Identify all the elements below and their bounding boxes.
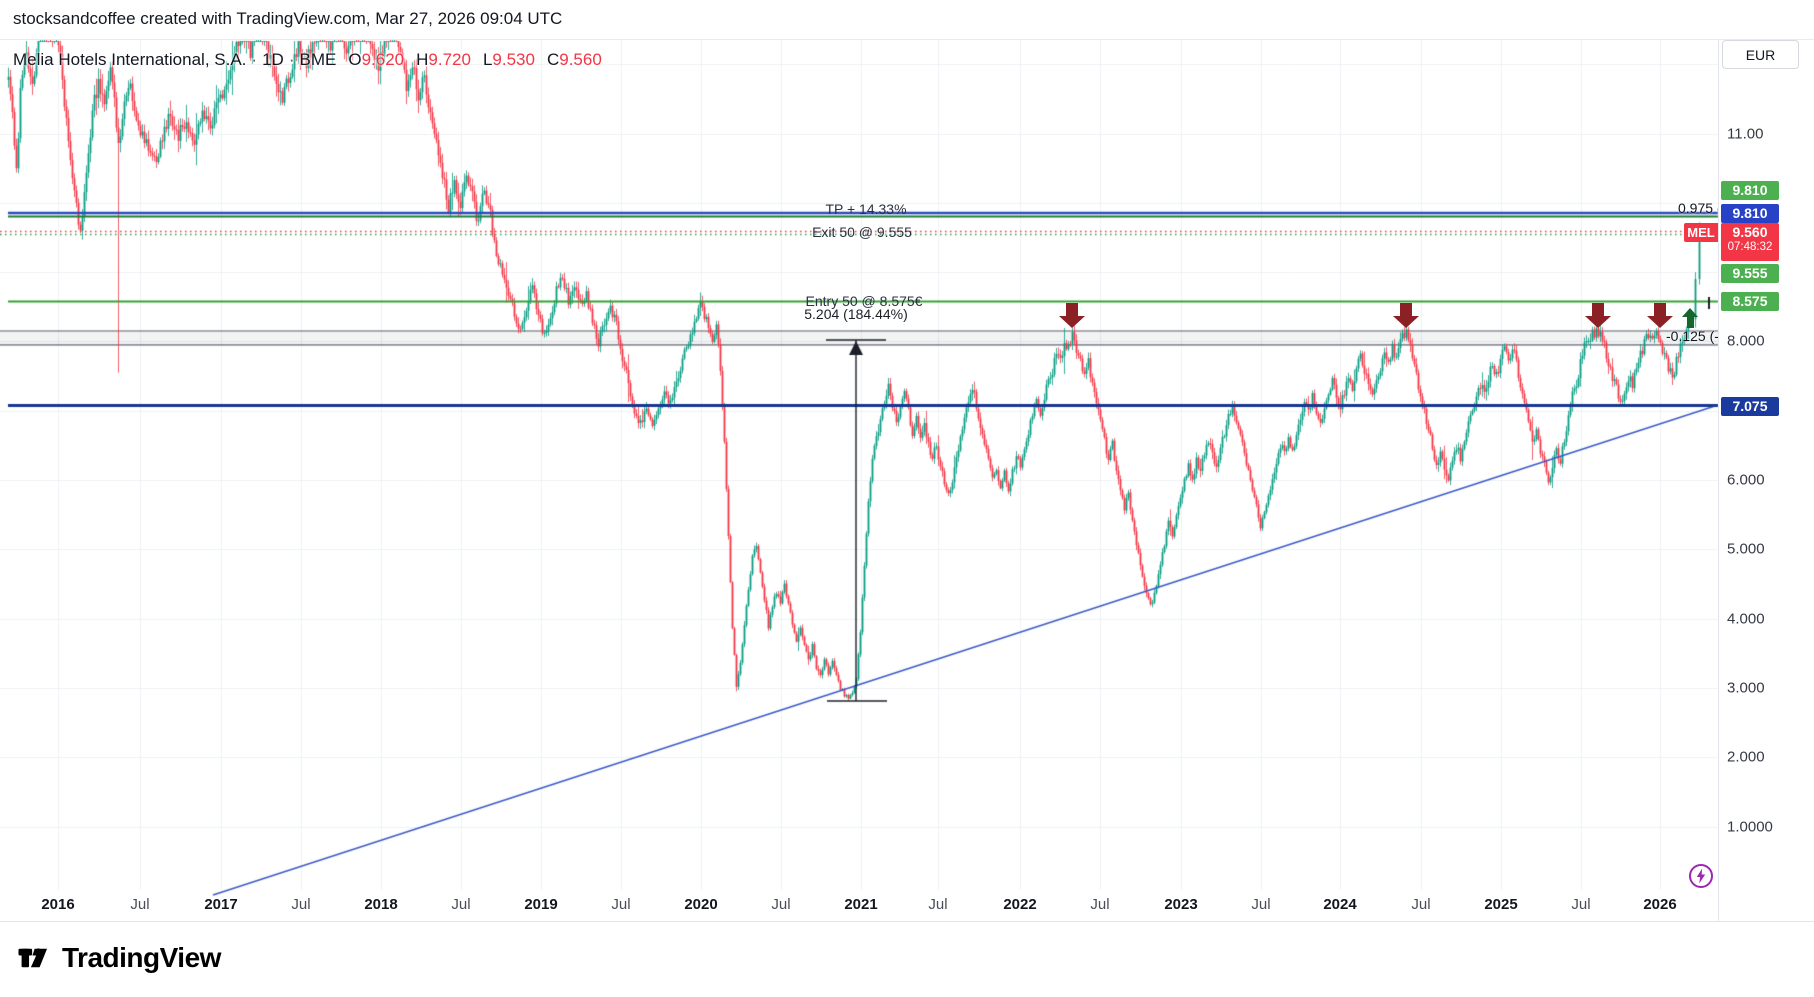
time-axis-label: Jul: [1090, 896, 1110, 913]
alert-distance-label: 0.975 (: [1678, 200, 1718, 216]
price-scale-label: 8.000: [1727, 332, 1765, 350]
time-axis-label: 2021: [844, 896, 878, 913]
low-letter: L: [482, 50, 493, 69]
price-scale-label: 4.000: [1727, 610, 1765, 628]
level-price-badge[interactable]: 9.555: [1721, 264, 1779, 283]
price-scale-label: 2.000: [1727, 748, 1765, 766]
time-axis-label: 2016: [41, 896, 75, 913]
open-letter: O: [348, 50, 362, 69]
time-axis-label: 2023: [1164, 896, 1198, 913]
level-price-badge[interactable]: 7.075: [1721, 397, 1779, 416]
interval-label[interactable]: 1D: [262, 50, 284, 69]
symbol-price-tag[interactable]: MEL: [1684, 223, 1718, 242]
time-axis-label: Jul: [1571, 896, 1591, 913]
price-scale-label: 5.000: [1727, 540, 1765, 558]
up-arrow-marker[interactable]: [1682, 308, 1698, 328]
entry-level-label[interactable]: Entry 50 @ 8.575€: [805, 293, 923, 309]
symbol-title[interactable]: Melia Hotels International, S.A.: [13, 50, 247, 69]
down-arrow-marker[interactable]: [1647, 303, 1673, 328]
time-axis-label: 2019: [524, 896, 558, 913]
time-axis-label: Jul: [611, 896, 631, 913]
level-price-badge[interactable]: 8.575: [1721, 292, 1779, 311]
legend-separator-2: ·: [288, 50, 295, 69]
close-letter: C: [546, 50, 560, 69]
open-value: 9.620: [361, 50, 405, 69]
level-price-badge[interactable]: 9.810: [1721, 181, 1779, 200]
exchange-label: BME: [299, 50, 337, 69]
tradingview-logo-mark: [18, 948, 48, 968]
time-axis-label: Jul: [928, 896, 948, 913]
down-arrow-marker[interactable]: [1059, 303, 1085, 328]
price-scale-label: 6.000: [1727, 471, 1765, 489]
attribution-strip: stocksandcoffee created with TradingView…: [0, 0, 1814, 40]
time-axis-label: 2017: [204, 896, 238, 913]
price-scale-label: 3.000: [1727, 679, 1765, 697]
tradingview-logo[interactable]: TradingView: [16, 940, 221, 976]
time-axis-divider: [0, 921, 1814, 922]
time-axis-label: 2018: [364, 896, 398, 913]
price-scale-label: 11.00: [1727, 125, 1764, 142]
close-value: 9.560: [559, 50, 602, 69]
level-price-badge[interactable]: 9.810: [1721, 204, 1779, 223]
high-letter: H: [416, 50, 429, 69]
time-axis-label: 2024: [1323, 896, 1357, 913]
currency-unit-button[interactable]: EUR: [1722, 40, 1799, 69]
tradingview-logo-text: TradingView: [62, 942, 221, 973]
time-axis-label: Jul: [1411, 896, 1431, 913]
price-scale-divider: [1718, 39, 1719, 922]
time-axis-label: 2020: [684, 896, 718, 913]
price-scale-label: 1.0000: [1727, 818, 1773, 835]
high-value: 9.720: [428, 50, 471, 69]
measure-result-label[interactable]: 5.204 (184.44%): [804, 306, 908, 322]
attribution-text: stocksandcoffee created with TradingView…: [13, 9, 563, 28]
time-axis-label: Jul: [130, 896, 150, 913]
exit-level-label[interactable]: Exit 50 @ 9.555: [812, 224, 912, 240]
down-arrow-marker[interactable]: [1393, 303, 1419, 328]
time-axis-label: 2025: [1484, 896, 1518, 913]
last-price-badge[interactable]: 9.560 07:48:32: [1721, 223, 1779, 261]
change-label: -0.125 (-1: [1666, 328, 1718, 344]
low-value: 9.530: [492, 50, 535, 69]
time-axis-label: 2022: [1003, 896, 1037, 913]
time-axis-label: Jul: [291, 896, 311, 913]
down-arrow-marker[interactable]: [1585, 303, 1611, 328]
lightning-trade-icon[interactable]: [1688, 863, 1714, 894]
take-profit-label[interactable]: TP + 14.33%: [825, 201, 907, 217]
time-axis-label: Jul: [1251, 896, 1271, 913]
time-axis-label: Jul: [771, 896, 791, 913]
legend-separator-1: ·: [251, 50, 258, 69]
symbol-legend[interactable]: Melia Hotels International, S.A. · 1D · BME O…: [13, 50, 602, 70]
time-axis-label: 2026: [1643, 896, 1677, 913]
time-axis-label: Jul: [451, 896, 471, 913]
